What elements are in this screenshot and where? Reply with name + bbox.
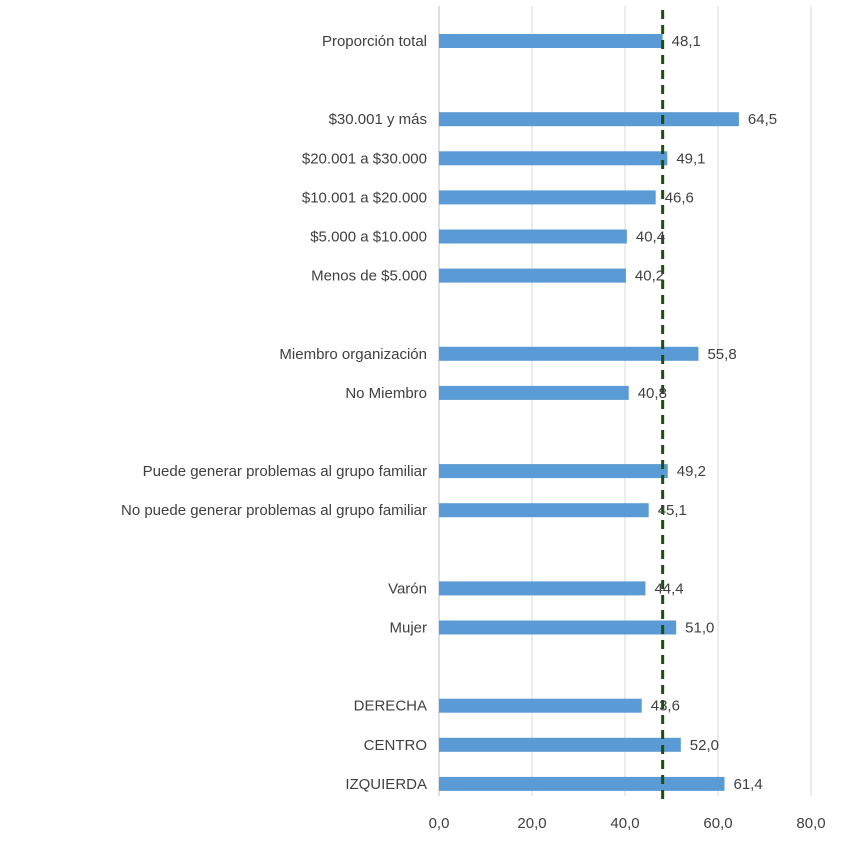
bar [439,698,642,713]
data-label: 61,4 [734,776,763,793]
x-tick-label: 80,0 [796,815,825,832]
category-label: Varón [388,580,427,597]
data-label: 46,6 [665,189,694,206]
data-label: 64,5 [748,111,777,128]
data-label: 45,1 [658,502,687,519]
category-label: CENTRO [364,737,427,754]
category-label: Puede generar problemas al grupo familia… [143,463,427,480]
category-label: $20.001 a $30.000 [302,150,427,167]
bar [439,503,649,518]
category-label: No Miembro [345,385,427,402]
bar [439,346,699,361]
bar [439,268,626,283]
x-axis-ticks: 0,0 20,0 40,0 60,0 80,0 [429,815,826,832]
bar [439,581,646,596]
category-label: Proporción total [322,33,427,50]
category-label: IZQUIERDA [345,776,427,793]
data-label: 52,0 [690,737,719,754]
data-label: 49,1 [676,150,705,167]
bar [439,190,656,205]
data-label: 48,1 [672,33,701,50]
category-label: $30.001 y más [329,111,427,128]
data-label: 40,4 [636,229,665,246]
x-tick-label: 20,0 [517,815,546,832]
category-label: DERECHA [354,698,427,715]
bar [439,776,725,791]
bar [439,34,663,48]
data-label: 55,8 [707,346,736,363]
bar [439,112,739,127]
category-label: Menos de $5.000 [311,268,427,285]
category-label: $5.000 a $10.000 [310,229,427,246]
data-label: 40,2 [635,268,664,285]
bar-chart: Proporción total $30.001 y más $20.001 a $… [121,6,826,832]
bar [439,464,668,479]
bar [439,151,668,166]
category-labels: Proporción total $30.001 y más $20.001 a $… [121,33,427,793]
x-tick-label: 60,0 [703,815,732,832]
bar [439,737,681,752]
value-labels: 48,1 64,5 49,1 46,6 40,4 40,2 55,8 40,8 49,2 45,1… [635,33,777,793]
category-label: $10.001 a $20.000 [302,189,427,206]
bar [439,385,629,400]
data-label: 51,0 [685,620,714,637]
x-tick-label: 0,0 [429,815,450,832]
data-label: 43,6 [651,698,680,715]
bars [439,34,739,791]
data-label: 49,2 [677,463,706,480]
bar [439,229,627,244]
x-tick-label: 40,0 [610,815,639,832]
data-label: 44,4 [654,580,683,597]
data-label: 40,8 [638,385,667,402]
chart-container: Proporción total $30.001 y más $20.001 a $… [8,6,838,836]
category-label: Mujer [389,620,427,637]
category-label: Miembro organización [279,346,427,363]
bar [439,620,677,635]
category-label: No puede generar problemas al grupo fami… [121,502,427,519]
gridlines [438,6,812,796]
